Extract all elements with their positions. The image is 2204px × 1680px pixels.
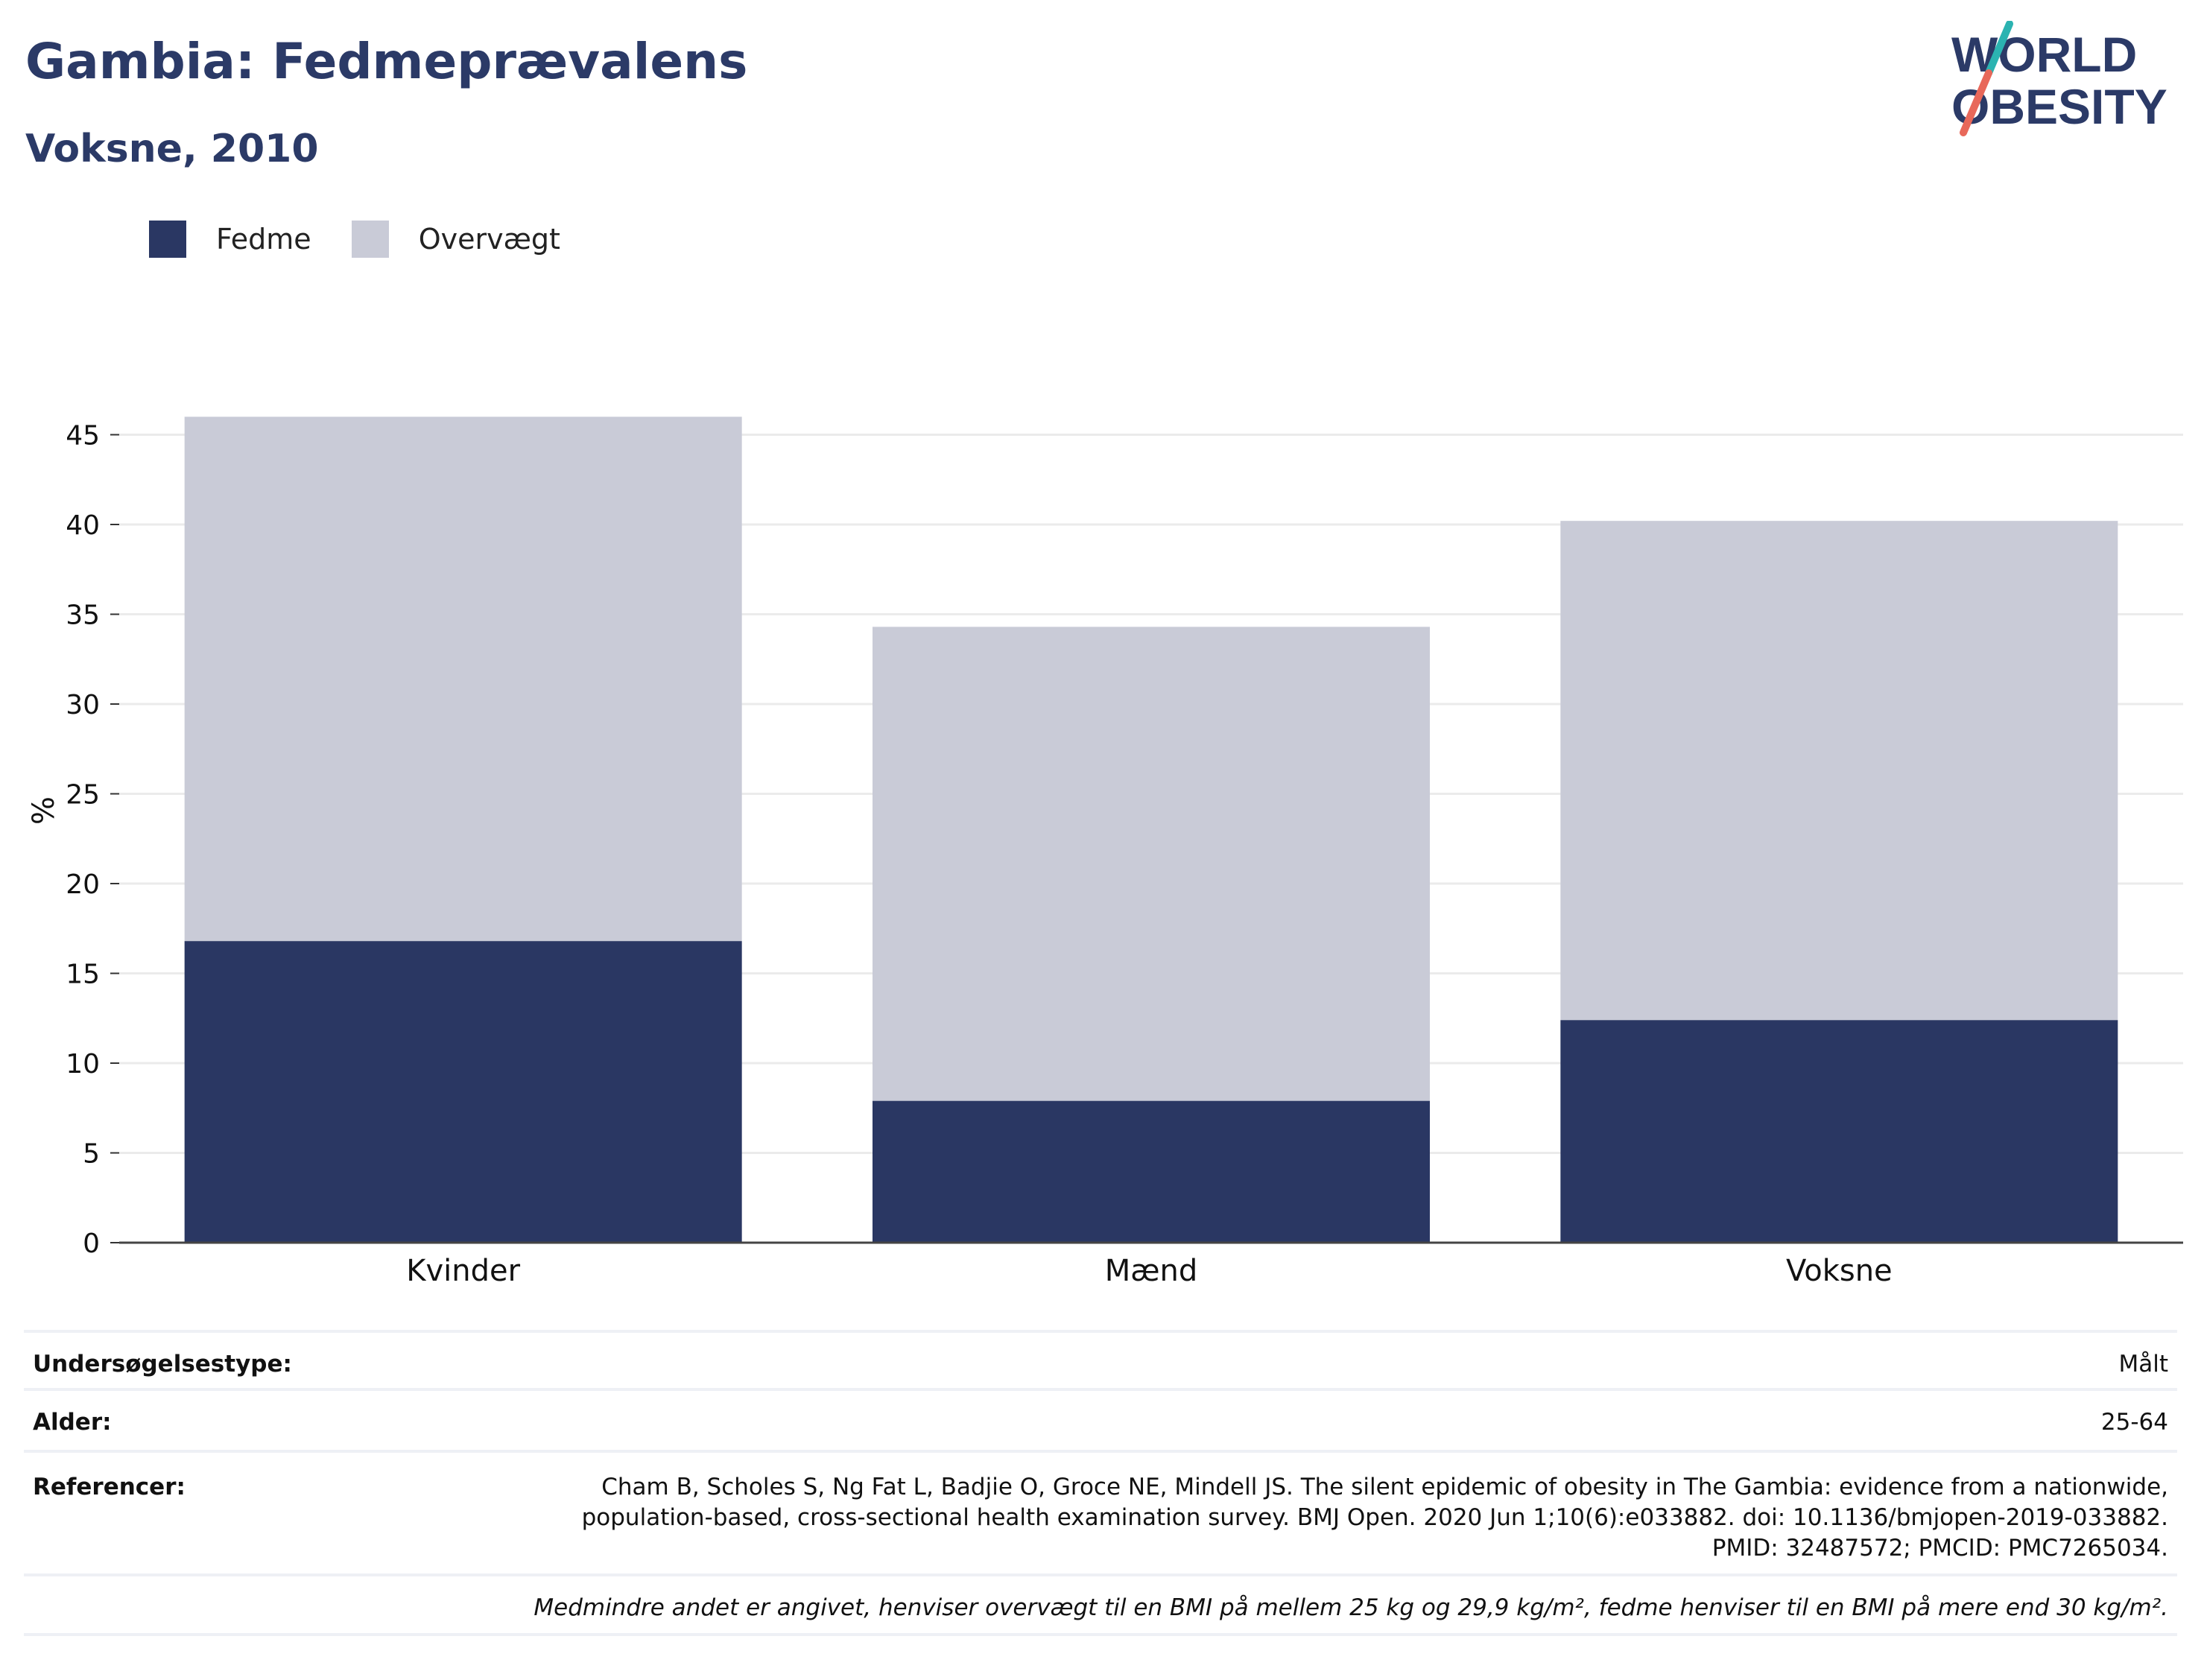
chart-legend: Fedme Overvægt — [149, 221, 601, 258]
y-tick-label-20: 20 — [66, 869, 100, 900]
legend-label-fedme: Fedme — [216, 223, 311, 256]
y-tick-label-35: 35 — [66, 600, 100, 631]
stacked-bar-chart: 0 5 10 15 20 25 30 35 40 45% Kvinder Mænd Voksne — [27, 416, 2183, 1288]
y-tick-label-25: 25 — [66, 780, 100, 811]
info-table: Undersøgelsestype: Målt Alder: 25-64 Ref… — [24, 1330, 2177, 1636]
info-value-survey-type: Målt — [2118, 1351, 2168, 1378]
page-subtitle: Voksne, 2010 — [25, 127, 319, 171]
info-row-age: Alder: 25-64 — [24, 1388, 2177, 1450]
y-axis-label: % — [27, 796, 61, 825]
logo-slash-bottom — [1960, 69, 1992, 136]
bar-kvinder-fedme — [184, 941, 742, 1243]
x-tick-label-0: Kvinder — [406, 1254, 520, 1288]
info-footnote: Medmindre andet er angivet, henviser ove… — [533, 1594, 2168, 1621]
info-key-references: Referencer: — [33, 1474, 186, 1500]
y-tick-label-5: 5 — [83, 1139, 100, 1170]
legend-swatch-fedme — [149, 221, 186, 258]
legend-item-fedme[interactable]: Fedme — [149, 221, 311, 258]
bar-voksne-fedme — [1560, 1020, 2118, 1243]
legend-label-overvaegt: Overvægt — [418, 223, 560, 256]
y-tick-label-30: 30 — [66, 690, 100, 720]
info-key-survey-type: Undersøgelsestype: — [33, 1351, 292, 1378]
bar-mænd-fedme — [873, 1100, 1430, 1243]
legend-swatch-overvaegt — [351, 221, 389, 258]
x-tick-label-2: Voksne — [1786, 1254, 1893, 1288]
y-tick-label-10: 10 — [66, 1049, 100, 1080]
info-row-survey-type: Undersøgelsestype: Målt — [24, 1330, 2177, 1388]
y-tick-label-45: 45 — [66, 421, 100, 451]
info-value-age: 25-64 — [2100, 1409, 2168, 1436]
info-footnote-row: Medmindre andet er angivet, henviser ove… — [24, 1573, 2177, 1636]
y-tick-label-0: 0 — [83, 1229, 100, 1259]
logo-slash-top — [1985, 21, 2013, 77]
bar-mænd-overvægt — [873, 627, 1430, 1101]
info-key-age: Alder: — [33, 1409, 112, 1436]
logo-word-obesity: OBESITY — [1951, 79, 2167, 134]
info-value-references: Cham B, Scholes S, Ng Fat L, Badjie O, G… — [581, 1474, 2168, 1562]
logo-word-world: WORLD — [1951, 27, 2137, 82]
x-tick-label-1: Mænd — [1105, 1254, 1198, 1288]
bar-kvinder-overvægt — [184, 416, 742, 942]
world-obesity-logo: WORLD OBESITY — [1951, 21, 2167, 136]
page-title: Gambia: Fedmeprævalens — [25, 33, 748, 90]
info-row-references: Referencer: Cham B, Scholes S, Ng Fat L,… — [24, 1450, 2177, 1573]
y-tick-label-40: 40 — [66, 510, 100, 541]
y-tick-label-15: 15 — [66, 960, 100, 990]
bar-voksne-overvægt — [1560, 521, 2118, 1021]
legend-item-overvaegt[interactable]: Overvægt — [351, 221, 560, 258]
